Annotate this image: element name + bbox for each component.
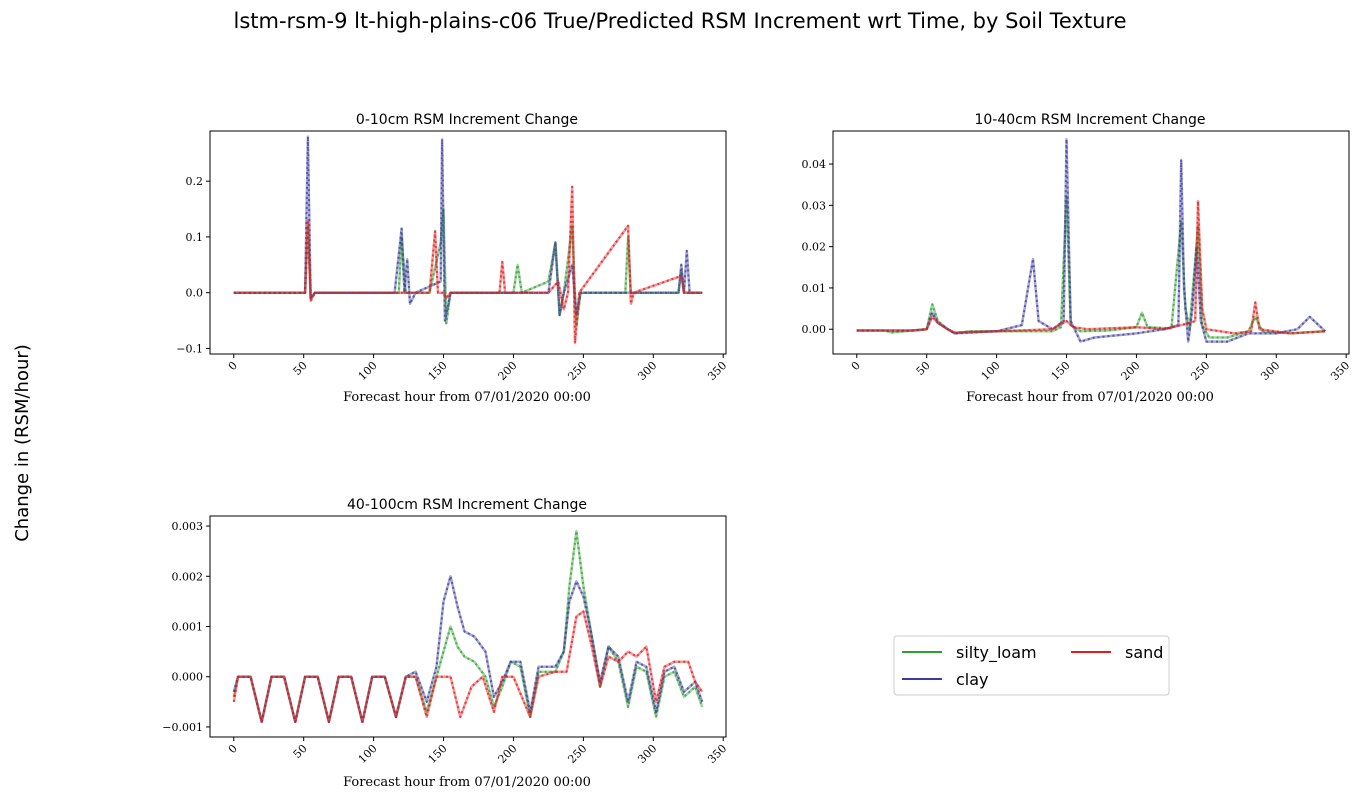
- x-tick-label: 50: [291, 742, 310, 761]
- y-tick-label: 0.01: [802, 282, 827, 295]
- series-sand-true: [233, 185, 703, 345]
- x-tick-label: 100: [979, 359, 1003, 383]
- y-tick-label: 0.04: [802, 158, 827, 171]
- series-silty_loam-true: [233, 207, 703, 328]
- x-tick-label: 200: [1119, 359, 1143, 383]
- x-tick-label: 250: [565, 742, 589, 766]
- series-sand-predicted: [856, 200, 1326, 335]
- series-clay-predicted: [233, 135, 703, 322]
- x-tick-label: 350: [705, 359, 729, 383]
- subplot-xlabel: Forecast hour from 07/01/2020 00:00: [966, 390, 1214, 405]
- legend-label-sand: sand: [1125, 643, 1163, 662]
- y-tick-label: 0.2: [186, 175, 204, 188]
- plot-frame: [209, 130, 727, 355]
- x-tick-label: 100: [356, 742, 380, 766]
- y-tick-label: 0.001: [172, 621, 204, 634]
- legend-label-silty-loam: silty_loam: [956, 643, 1037, 663]
- y-tick-label: 0.000: [172, 671, 204, 684]
- subplot-title: 0-10cm RSM Increment Change: [356, 112, 578, 128]
- figure-title: lstm-rsm-9 lt-high-plains-c06 True/Predi…: [233, 9, 1126, 33]
- x-tick-label: 100: [356, 359, 380, 383]
- x-tick-label: 0: [226, 742, 240, 756]
- legend-label-clay: clay: [956, 670, 989, 689]
- subplot-0-10cm: 0-10cm RSM Increment Change Forecast hou…: [176, 112, 729, 405]
- x-tick-label: 50: [914, 359, 933, 378]
- series-clay-predicted: [232, 575, 704, 723]
- x-tick-label: 0: [849, 359, 863, 373]
- subplot-xlabel: Forecast hour from 07/01/2020 00:00: [343, 775, 591, 790]
- series-clay-predicted: [856, 138, 1326, 343]
- x-tick-label: 200: [496, 359, 520, 383]
- x-tick-label: 50: [291, 359, 310, 378]
- x-tick-label: 300: [1258, 359, 1282, 383]
- plot-lines: [233, 135, 703, 345]
- x-tick-label: 300: [635, 742, 659, 766]
- series-sand-predicted: [232, 610, 704, 723]
- legend-frame: [893, 635, 1170, 696]
- subplot-title: 40-100cm RSM Increment Change: [347, 497, 587, 513]
- x-tick-label: 200: [496, 742, 520, 766]
- series-silty_loam-predicted: [856, 196, 1326, 339]
- subplot-xlabel: Forecast hour from 07/01/2020 00:00: [343, 390, 591, 405]
- x-tick-label: 150: [1049, 359, 1073, 383]
- x-tick-label: 0: [226, 359, 240, 373]
- y-tick-label: 0.0: [186, 287, 204, 300]
- y-tick-label: 0.00: [802, 323, 827, 336]
- legend: silty_loam sand clay: [893, 635, 1170, 696]
- series-sand-true: [232, 610, 704, 724]
- series-silty_loam-true: [856, 195, 1326, 339]
- plot-lines: [232, 529, 704, 724]
- x-tick-label: 250: [565, 359, 589, 383]
- subplot-title: 10-40cm RSM Increment Change: [974, 112, 1205, 128]
- series-clay-true: [232, 575, 704, 724]
- plot-frame: [209, 515, 727, 738]
- subplot-10-40cm: 10-40cm RSM Increment Change Forecast ho…: [802, 112, 1353, 405]
- figure-ylabel: Change in (RSM/hour): [12, 344, 33, 542]
- x-tick-label: 300: [635, 359, 659, 383]
- y-tick-label: 0.02: [802, 241, 827, 254]
- x-tick-label: 150: [426, 742, 450, 766]
- plot-lines: [856, 138, 1327, 343]
- subplot-40-100cm: 40-100cm RSM Increment Change Forecast h…: [162, 497, 729, 790]
- y-tick-label: 0.1: [186, 231, 204, 244]
- y-tick-label: 0.002: [172, 570, 204, 583]
- series-sand-true: [856, 199, 1326, 335]
- y-tick-label: 0.03: [802, 199, 827, 212]
- x-tick-label: 350: [1328, 359, 1352, 383]
- x-tick-label: 150: [426, 359, 450, 383]
- y-tick-label: −0.1: [176, 342, 203, 355]
- series-sand-predicted: [233, 185, 703, 344]
- x-tick-label: 350: [705, 742, 729, 766]
- series-silty_loam-predicted: [233, 208, 703, 328]
- y-tick-label: 0.003: [172, 520, 204, 533]
- y-tick-label: −0.001: [162, 721, 203, 734]
- x-tick-label: 250: [1188, 359, 1212, 383]
- plot-frame: [832, 130, 1350, 355]
